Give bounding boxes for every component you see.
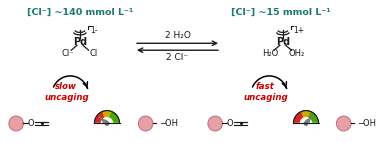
Text: O: O	[27, 119, 34, 128]
Circle shape	[293, 111, 319, 136]
Circle shape	[208, 116, 222, 131]
Text: [Cl⁻] ~15 mmol L⁻¹: [Cl⁻] ~15 mmol L⁻¹	[231, 8, 331, 17]
Wedge shape	[95, 112, 107, 124]
Wedge shape	[302, 112, 311, 124]
Text: Pd: Pd	[276, 37, 290, 47]
Circle shape	[304, 122, 308, 125]
Circle shape	[101, 118, 113, 129]
Wedge shape	[306, 113, 318, 124]
Circle shape	[336, 116, 351, 131]
Text: H₂O: H₂O	[262, 49, 278, 58]
Text: Cl⁻: Cl⁻	[61, 49, 74, 58]
Circle shape	[94, 111, 119, 136]
Text: ─OH: ─OH	[358, 119, 376, 128]
Circle shape	[9, 116, 23, 131]
Wedge shape	[93, 124, 121, 137]
Circle shape	[105, 122, 109, 125]
Text: 2 H₂O: 2 H₂O	[164, 31, 191, 40]
Wedge shape	[107, 113, 119, 124]
Text: ─OH: ─OH	[160, 119, 178, 128]
Text: fast
uncaging: fast uncaging	[243, 82, 288, 102]
Wedge shape	[103, 112, 112, 124]
Circle shape	[138, 116, 153, 131]
Text: slow
uncaging: slow uncaging	[44, 82, 89, 102]
Wedge shape	[294, 112, 306, 124]
Text: 1-: 1-	[91, 26, 98, 35]
Text: [Cl⁻] ~140 mmol L⁻¹: [Cl⁻] ~140 mmol L⁻¹	[27, 8, 133, 17]
Text: 1+: 1+	[293, 26, 305, 35]
Text: O: O	[226, 119, 233, 128]
Wedge shape	[293, 124, 319, 137]
Circle shape	[301, 118, 311, 129]
Text: OH₂: OH₂	[288, 49, 304, 58]
Text: Cl: Cl	[89, 49, 98, 58]
Text: Pd: Pd	[73, 37, 87, 47]
Text: 2 Cl⁻: 2 Cl⁻	[166, 53, 189, 62]
